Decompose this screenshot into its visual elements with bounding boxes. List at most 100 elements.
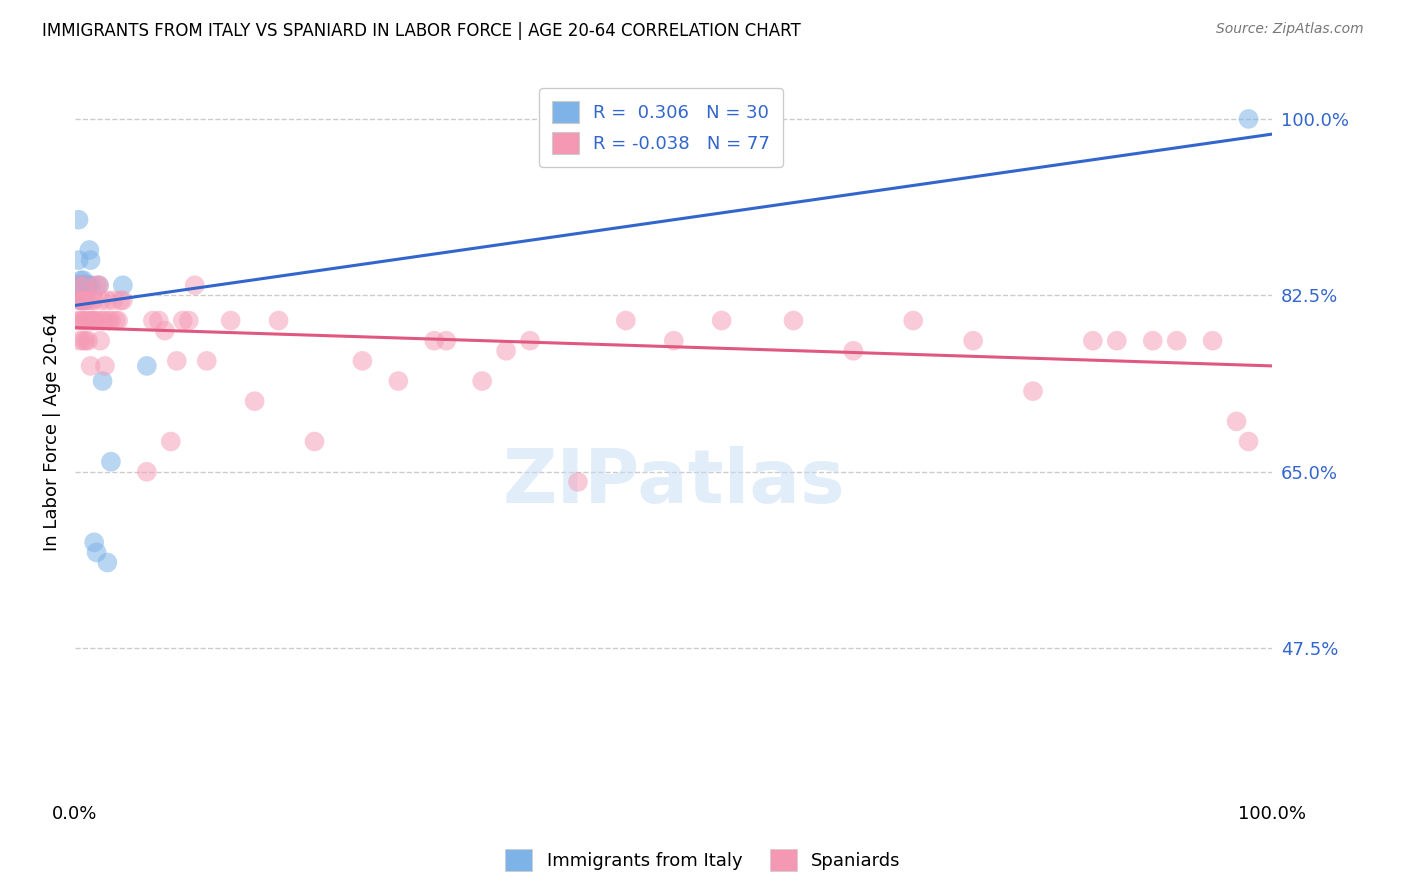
Point bbox=[84, 313, 107, 327]
Point bbox=[72, 334, 94, 348]
Point bbox=[434, 334, 457, 348]
Point bbox=[219, 313, 242, 327]
Point bbox=[104, 313, 127, 327]
Point bbox=[73, 313, 96, 327]
Point bbox=[153, 324, 176, 338]
Point bbox=[87, 278, 110, 293]
Point bbox=[67, 212, 90, 227]
Point bbox=[86, 278, 108, 293]
Point bbox=[1142, 334, 1164, 348]
Point bbox=[110, 293, 132, 308]
Point bbox=[103, 293, 125, 308]
Point bbox=[471, 374, 494, 388]
Point bbox=[79, 243, 101, 257]
Point bbox=[70, 313, 93, 327]
Point bbox=[352, 354, 374, 368]
Point bbox=[93, 313, 115, 327]
Point bbox=[89, 334, 111, 348]
Point bbox=[80, 313, 103, 327]
Point bbox=[67, 253, 90, 268]
Point bbox=[177, 313, 200, 327]
Y-axis label: In Labor Force | Age 20-64: In Labor Force | Age 20-64 bbox=[44, 312, 60, 550]
Point bbox=[73, 293, 96, 308]
Point bbox=[87, 313, 110, 327]
Point bbox=[710, 313, 733, 327]
Point bbox=[70, 293, 93, 308]
Point bbox=[66, 313, 89, 327]
Point bbox=[70, 313, 93, 327]
Legend: R =  0.306   N = 30, R = -0.038   N = 77: R = 0.306 N = 30, R = -0.038 N = 77 bbox=[538, 88, 783, 167]
Point bbox=[83, 293, 105, 308]
Point bbox=[94, 359, 117, 373]
Point bbox=[66, 278, 89, 293]
Point bbox=[842, 343, 865, 358]
Point bbox=[96, 556, 118, 570]
Point bbox=[70, 293, 93, 308]
Point bbox=[80, 293, 103, 308]
Point bbox=[567, 475, 589, 489]
Point bbox=[97, 313, 120, 327]
Point bbox=[73, 278, 96, 293]
Point bbox=[86, 545, 108, 559]
Point bbox=[662, 334, 685, 348]
Point bbox=[70, 278, 93, 293]
Point bbox=[87, 278, 110, 293]
Point bbox=[75, 278, 97, 293]
Point bbox=[184, 278, 207, 293]
Point bbox=[423, 334, 446, 348]
Point bbox=[75, 293, 97, 308]
Point bbox=[91, 313, 114, 327]
Point bbox=[79, 253, 101, 268]
Point bbox=[69, 293, 91, 308]
Point bbox=[100, 313, 122, 327]
Point bbox=[495, 343, 517, 358]
Legend: Immigrants from Italy, Spaniards: Immigrants from Italy, Spaniards bbox=[498, 842, 908, 879]
Point bbox=[75, 334, 97, 348]
Point bbox=[1237, 434, 1260, 449]
Point bbox=[77, 278, 100, 293]
Point bbox=[267, 313, 290, 327]
Point bbox=[1081, 334, 1104, 348]
Text: IMMIGRANTS FROM ITALY VS SPANIARD IN LABOR FORCE | AGE 20-64 CORRELATION CHART: IMMIGRANTS FROM ITALY VS SPANIARD IN LAB… bbox=[42, 22, 801, 40]
Point bbox=[135, 465, 157, 479]
Point bbox=[107, 313, 129, 327]
Point bbox=[903, 313, 925, 327]
Point bbox=[111, 293, 134, 308]
Text: ZIPatlas: ZIPatlas bbox=[502, 446, 845, 519]
Point bbox=[80, 278, 103, 293]
Point bbox=[614, 313, 637, 327]
Point bbox=[70, 273, 93, 287]
Point bbox=[70, 278, 93, 293]
Point bbox=[79, 313, 101, 327]
Point bbox=[73, 278, 96, 293]
Point bbox=[166, 354, 188, 368]
Point bbox=[96, 293, 118, 308]
Point bbox=[1201, 334, 1223, 348]
Point bbox=[72, 293, 94, 308]
Point bbox=[77, 334, 100, 348]
Point bbox=[76, 278, 98, 293]
Point bbox=[1022, 384, 1045, 398]
Point bbox=[782, 313, 804, 327]
Point bbox=[79, 359, 101, 373]
Point bbox=[304, 434, 326, 449]
Point bbox=[67, 278, 90, 293]
Point bbox=[77, 293, 100, 308]
Point bbox=[195, 354, 218, 368]
Point bbox=[69, 278, 91, 293]
Point bbox=[172, 313, 194, 327]
Point bbox=[243, 394, 266, 409]
Point bbox=[90, 293, 112, 308]
Point bbox=[1237, 112, 1260, 126]
Point bbox=[1166, 334, 1188, 348]
Point bbox=[159, 434, 181, 449]
Point bbox=[83, 535, 105, 549]
Point bbox=[69, 334, 91, 348]
Point bbox=[76, 313, 98, 327]
Point bbox=[72, 283, 94, 297]
Point bbox=[135, 359, 157, 373]
Point bbox=[70, 278, 93, 293]
Text: Source: ZipAtlas.com: Source: ZipAtlas.com bbox=[1216, 22, 1364, 37]
Point bbox=[72, 278, 94, 293]
Point bbox=[100, 455, 122, 469]
